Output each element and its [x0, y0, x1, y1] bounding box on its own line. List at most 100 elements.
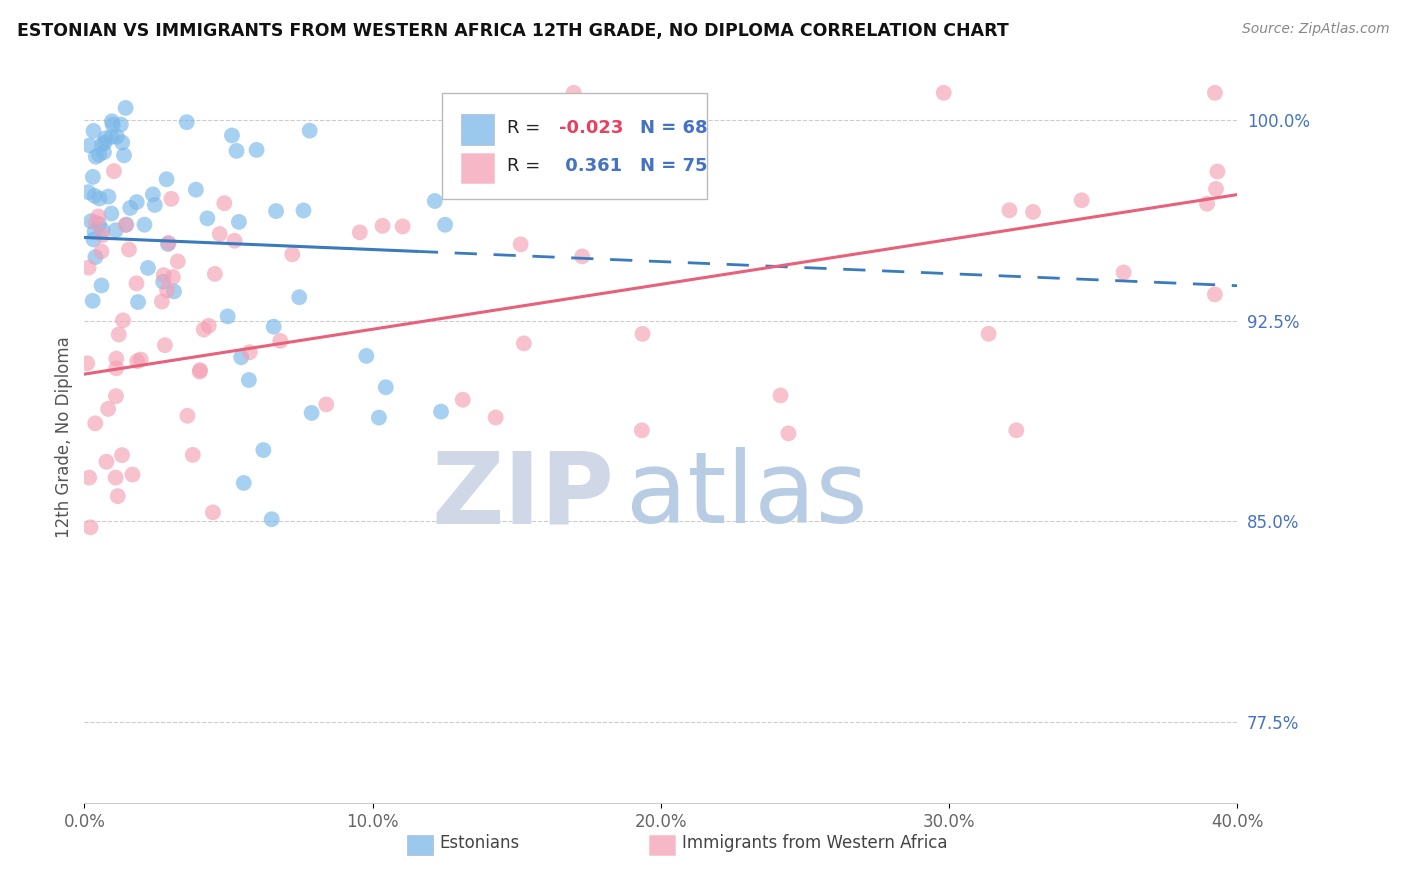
Point [114, 218, 136, 232]
Point [84, 250, 107, 264]
Point [1197, 196, 1219, 211]
Point [1022, 205, 1045, 219]
Point [208, 227, 231, 241]
Point [112, 148, 135, 162]
Point [100, 129, 122, 144]
Point [260, 512, 283, 526]
Point [150, 294, 173, 309]
Point [104, 223, 127, 237]
Point [93, 145, 115, 160]
Point [105, 129, 128, 144]
Point [82, 169, 104, 184]
Point [1204, 86, 1226, 100]
Point [153, 338, 176, 352]
Point [232, 475, 254, 490]
Point [156, 237, 179, 252]
FancyBboxPatch shape [408, 835, 433, 855]
Point [224, 234, 246, 248]
Point [197, 211, 219, 226]
Point [571, 249, 593, 263]
Point [83, 124, 105, 138]
Point [97, 189, 120, 203]
Point [125, 277, 148, 291]
Point [163, 285, 186, 299]
Point [121, 467, 143, 482]
Text: N = 68: N = 68 [640, 119, 707, 136]
Point [349, 225, 371, 239]
Point [263, 319, 285, 334]
Point [423, 194, 446, 208]
Point [84, 150, 107, 164]
Point [1005, 423, 1028, 437]
Point [87, 210, 110, 224]
Text: 0.361: 0.361 [560, 158, 623, 176]
Point [83, 232, 105, 246]
Point [162, 270, 184, 285]
Point [315, 397, 337, 411]
Point [391, 219, 413, 234]
Point [96, 455, 118, 469]
Point [90, 244, 112, 259]
Point [152, 275, 174, 289]
Point [356, 349, 378, 363]
Point [176, 409, 198, 423]
Text: ESTONIAN VS IMMIGRANTS FROM WESTERN AFRICA 12TH GRADE, NO DIPLOMA CORRELATION CH: ESTONIAN VS IMMIGRANTS FROM WESTERN AFRI… [17, 22, 1008, 40]
Point [107, 489, 129, 503]
Point [100, 206, 122, 220]
Point [93, 136, 115, 150]
Point [585, 112, 607, 126]
FancyBboxPatch shape [441, 94, 707, 200]
Point [188, 363, 211, 377]
Point [301, 406, 323, 420]
Point [166, 254, 188, 268]
Point [160, 192, 183, 206]
Point [231, 351, 253, 365]
Point [932, 86, 955, 100]
Point [77, 185, 100, 199]
Point [239, 345, 262, 359]
Point [101, 114, 124, 128]
Text: R =: R = [508, 158, 547, 176]
Point [204, 267, 226, 281]
Point [269, 334, 291, 348]
Point [193, 322, 215, 336]
FancyBboxPatch shape [461, 114, 494, 145]
Point [188, 365, 211, 379]
Point [245, 143, 267, 157]
Point [80, 214, 103, 228]
Point [115, 218, 138, 232]
Point [114, 101, 136, 115]
Point [374, 380, 396, 394]
Point [769, 388, 792, 402]
Point [371, 219, 394, 233]
Point [97, 401, 120, 416]
Point [89, 192, 111, 206]
Text: R =: R = [508, 119, 547, 136]
Point [631, 423, 654, 437]
Point [134, 218, 156, 232]
Point [221, 128, 243, 143]
Point [82, 293, 104, 308]
Point [157, 235, 180, 250]
Text: Source: ZipAtlas.com: Source: ZipAtlas.com [1241, 22, 1389, 37]
Point [129, 352, 152, 367]
Point [292, 203, 315, 218]
Point [281, 247, 304, 261]
Point [101, 118, 124, 132]
Point [77, 260, 100, 275]
Point [91, 137, 114, 152]
Point [79, 520, 101, 534]
Point [111, 136, 134, 150]
Point [155, 172, 177, 186]
Point [136, 260, 159, 275]
Point [143, 198, 166, 212]
Point [197, 318, 219, 333]
Point [91, 228, 114, 243]
Point [83, 225, 105, 239]
Point [176, 115, 198, 129]
Point [1112, 265, 1135, 279]
Point [998, 203, 1021, 218]
Point [77, 470, 100, 484]
Point [451, 392, 474, 407]
Point [181, 448, 204, 462]
